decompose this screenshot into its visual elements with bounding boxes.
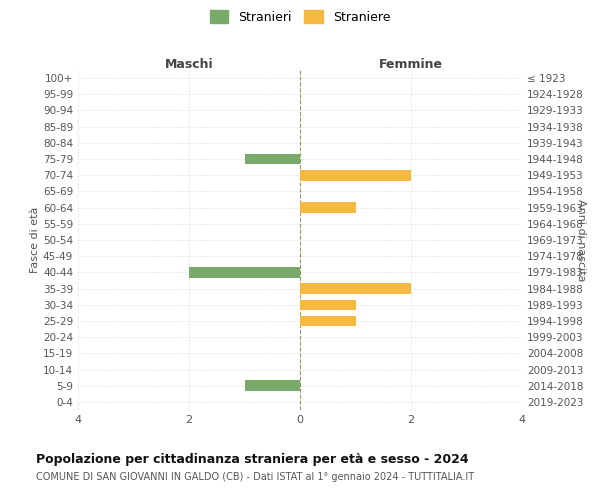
Y-axis label: Fasce di età: Fasce di età — [30, 207, 40, 273]
Bar — [300, 316, 355, 326]
Bar — [189, 267, 300, 278]
Bar — [300, 202, 355, 213]
Text: Popolazione per cittadinanza straniera per età e sesso - 2024: Popolazione per cittadinanza straniera p… — [36, 452, 469, 466]
Bar — [300, 170, 411, 180]
Bar — [300, 300, 355, 310]
Legend: Stranieri, Straniere: Stranieri, Straniere — [206, 6, 394, 28]
Bar — [300, 284, 411, 294]
Bar — [245, 380, 300, 391]
Y-axis label: Anni di nascita: Anni di nascita — [577, 198, 586, 281]
Bar — [245, 154, 300, 164]
Text: COMUNE DI SAN GIOVANNI IN GALDO (CB) - Dati ISTAT al 1° gennaio 2024 - TUTTITALI: COMUNE DI SAN GIOVANNI IN GALDO (CB) - D… — [36, 472, 474, 482]
Text: Maschi: Maschi — [164, 58, 214, 71]
Text: Femmine: Femmine — [379, 58, 443, 71]
